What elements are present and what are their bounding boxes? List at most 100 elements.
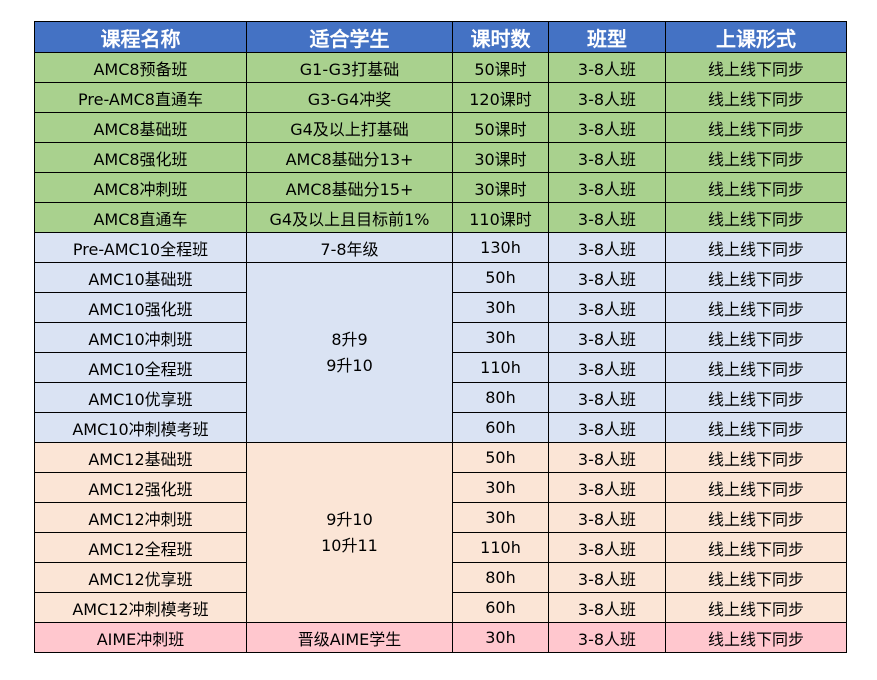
table-row: AMC8强化班 AMC8基础分13+ 30课时 3-8人班 线上线下同步: [34, 142, 847, 173]
course-hours: 30h: [452, 322, 549, 353]
table-row: Pre-AMC10全程班 7-8年级 130h 3-8人班 线上线下同步: [34, 232, 847, 263]
class-format: 线上线下同步: [665, 592, 847, 623]
target-students: AMC8基础分15+: [246, 172, 453, 203]
class-format: 线上线下同步: [665, 172, 847, 203]
course-name: AMC8冲刺班: [34, 172, 247, 203]
header-class-size: 班型: [548, 21, 666, 53]
course-hours: 110h: [452, 352, 549, 383]
class-size: 3-8人班: [548, 292, 666, 323]
header-course-name: 课程名称: [34, 21, 247, 53]
class-size: 3-8人班: [548, 352, 666, 383]
course-name: AMC12基础班: [34, 442, 247, 473]
class-format: 线上线下同步: [665, 382, 847, 413]
course-name: AMC10冲刺班: [34, 322, 247, 353]
course-hours: 60h: [452, 592, 549, 623]
course-hours: 130h: [452, 232, 549, 263]
class-format: 线上线下同步: [665, 622, 847, 653]
course-name: AMC12冲刺班: [34, 502, 247, 533]
course-hours: 30h: [452, 292, 549, 323]
table-row: AMC12基础班 9升10 10升11 50h 3-8人班 线上线下同步: [34, 442, 847, 623]
target-students-merged: 9升10 10升11: [246, 442, 453, 623]
course-name: Pre-AMC8直通车: [34, 82, 247, 113]
course-hours: 30课时: [452, 142, 549, 173]
target-students: AMC8基础分13+: [246, 142, 453, 173]
class-size: 3-8人班: [548, 562, 666, 593]
course-name: AMC8基础班: [34, 112, 247, 143]
course-hours: 50h: [452, 442, 549, 473]
table-row: AMC8冲刺班 AMC8基础分15+ 30课时 3-8人班 线上线下同步: [34, 172, 847, 203]
header-hours: 课时数: [452, 21, 549, 53]
class-size: 3-8人班: [548, 232, 666, 263]
course-name: AMC8直通车: [34, 202, 247, 233]
course-hours: 30h: [452, 622, 549, 653]
class-format: 线上线下同步: [665, 532, 847, 563]
course-hours: 120课时: [452, 82, 549, 113]
course-name: AMC8预备班: [34, 52, 247, 83]
table-row: AMC10强化班 30h 3-8人班 线上线下同步: [34, 292, 847, 323]
header-row: 课程名称 适合学生 课时数 班型 上课形式: [34, 21, 847, 53]
target-students: G4及以上且目标前1%: [246, 202, 453, 233]
table-row: AMC12冲刺班 30h 3-8人班 线上线下同步: [34, 502, 847, 533]
course-name: AMC12冲刺模考班: [34, 592, 247, 623]
header-students: 适合学生: [246, 21, 453, 53]
course-hours: 80h: [452, 562, 549, 593]
course-hours: 50课时: [452, 52, 549, 83]
class-size: 3-8人班: [548, 532, 666, 563]
table-row: AMC10基础班 8升9 9升10 50h 3-8人班 线上线下同步: [34, 262, 847, 443]
course-name: AMC10全程班: [34, 352, 247, 383]
course-name: AMC12强化班: [34, 472, 247, 503]
class-size: 3-8人班: [548, 262, 666, 293]
target-students: 晋级AIME学生: [246, 622, 453, 653]
class-size: 3-8人班: [548, 172, 666, 203]
class-format: 线上线下同步: [665, 142, 847, 173]
table-row: Pre-AMC8直通车 G3-G4冲奖 120课时 3-8人班 线上线下同步: [34, 82, 847, 113]
course-name: AMC12全程班: [34, 532, 247, 563]
course-hours: 50h: [452, 262, 549, 293]
class-format: 线上线下同步: [665, 322, 847, 353]
course-name: AMC12优享班: [34, 562, 247, 593]
table-row: AMC8直通车 G4及以上且目标前1% 110课时 3-8人班 线上线下同步: [34, 202, 847, 233]
table-row: AMC10全程班 110h 3-8人班 线上线下同步: [34, 352, 847, 383]
class-size: 3-8人班: [548, 382, 666, 413]
table-row: AMC10冲刺班 30h 3-8人班 线上线下同步: [34, 322, 847, 353]
target-students-merged: 8升9 9升10: [246, 262, 453, 443]
target-students-line: 8升9: [331, 329, 368, 349]
class-size: 3-8人班: [548, 502, 666, 533]
class-format: 线上线下同步: [665, 442, 847, 473]
class-format: 线上线下同步: [665, 472, 847, 503]
target-students: G1-G3打基础: [246, 52, 453, 83]
class-size: 3-8人班: [548, 472, 666, 503]
class-format: 线上线下同步: [665, 262, 847, 293]
class-format: 线上线下同步: [665, 52, 847, 83]
target-students-line: 9升10: [326, 509, 373, 529]
class-format: 线上线下同步: [665, 562, 847, 593]
course-hours: 60h: [452, 412, 549, 443]
course-name: AMC8强化班: [34, 142, 247, 173]
class-format: 线上线下同步: [665, 202, 847, 233]
table-row: AMC12冲刺模考班 60h 3-8人班 线上线下同步: [34, 592, 847, 623]
class-format: 线上线下同步: [665, 352, 847, 383]
table-row: AIME冲刺班 晋级AIME学生 30h 3-8人班 线上线下同步: [34, 622, 847, 653]
class-format: 线上线下同步: [665, 232, 847, 263]
course-hours: 80h: [452, 382, 549, 413]
table-row: AMC12全程班 110h 3-8人班 线上线下同步: [34, 532, 847, 563]
class-format: 线上线下同步: [665, 412, 847, 443]
class-size: 3-8人班: [548, 622, 666, 653]
target-students: G4及以上打基础: [246, 112, 453, 143]
class-size: 3-8人班: [548, 52, 666, 83]
class-size: 3-8人班: [548, 592, 666, 623]
class-size: 3-8人班: [548, 142, 666, 173]
target-students: 7-8年级: [246, 232, 453, 263]
class-size: 3-8人班: [548, 412, 666, 443]
course-hours: 30h: [452, 472, 549, 503]
table-row: AMC10优享班 80h 3-8人班 线上线下同步: [34, 382, 847, 413]
class-size: 3-8人班: [548, 442, 666, 473]
class-size: 3-8人班: [548, 202, 666, 233]
class-format: 线上线下同步: [665, 112, 847, 143]
class-format: 线上线下同步: [665, 82, 847, 113]
table-row: AMC12强化班 30h 3-8人班 线上线下同步: [34, 472, 847, 503]
course-name: AMC10优享班: [34, 382, 247, 413]
course-hours: 110课时: [452, 202, 549, 233]
course-table: 课程名称 适合学生 课时数 班型 上课形式 AMC8预备班 G1-G3打基础 5…: [34, 21, 847, 653]
course-name: AMC10冲刺模考班: [34, 412, 247, 443]
